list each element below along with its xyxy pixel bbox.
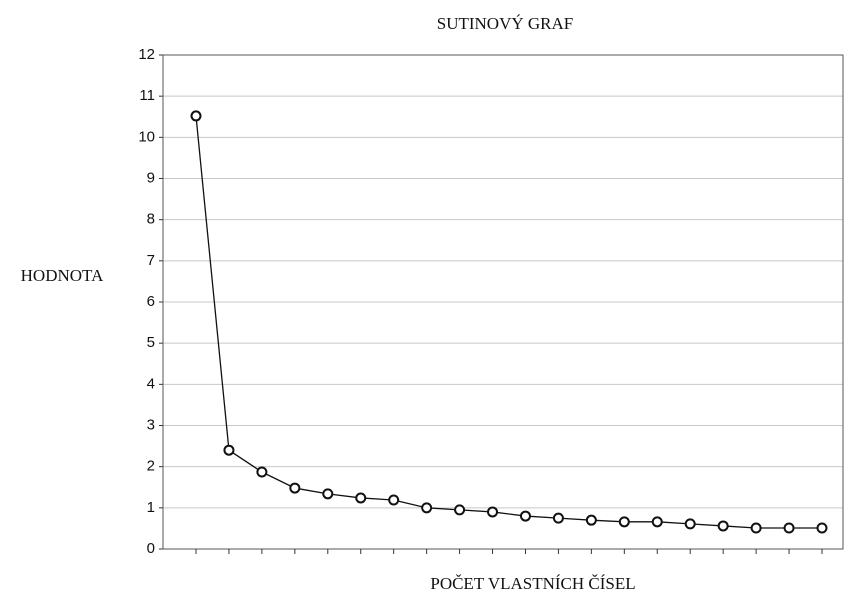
point <box>783 522 795 534</box>
point <box>552 512 564 524</box>
point <box>421 502 433 514</box>
point <box>585 514 597 526</box>
y-axis-label: HODNOTA <box>21 266 104 285</box>
point <box>223 444 235 456</box>
point <box>750 522 762 534</box>
point <box>717 520 729 532</box>
y-tick-label: 10 <box>138 128 155 145</box>
y-tick-label: 6 <box>147 293 155 310</box>
y-tick-label: 3 <box>147 416 155 433</box>
point <box>816 522 828 534</box>
y-tick-label: 4 <box>147 375 155 392</box>
point <box>355 492 367 504</box>
point <box>684 518 696 530</box>
line <box>195 115 822 529</box>
point <box>618 516 630 528</box>
point <box>322 488 334 500</box>
y-tick-label: 8 <box>147 211 155 228</box>
y-tick-label: 5 <box>147 334 155 351</box>
chart-title: SUTINOVÝ GRAF <box>437 14 573 33</box>
x-axis-label: POČET VLASTNÍCH ČÍSEL <box>430 574 635 593</box>
point <box>289 482 301 494</box>
point <box>454 504 466 516</box>
point <box>256 466 268 478</box>
plot-frame <box>162 54 844 550</box>
point <box>190 110 202 122</box>
y-tick-label: 9 <box>147 169 155 186</box>
y-tick-label: 7 <box>147 252 155 269</box>
point <box>651 516 663 528</box>
y-tick-label: 2 <box>147 458 155 475</box>
y-tick-label: 0 <box>147 540 155 557</box>
y-tick-label: 12 <box>138 46 155 63</box>
y-tick-label: 1 <box>147 499 155 516</box>
point <box>388 494 400 506</box>
point <box>519 510 531 522</box>
y-tick-label: 11 <box>139 87 155 104</box>
point <box>487 506 499 518</box>
